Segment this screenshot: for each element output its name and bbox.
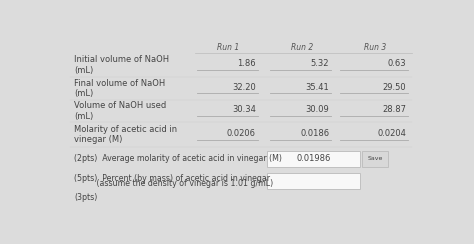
Text: 5.32: 5.32 xyxy=(311,60,329,69)
FancyBboxPatch shape xyxy=(267,173,360,189)
Text: (2pts)  Average molarity of acetic acid in vinegar (M): (2pts) Average molarity of acetic acid i… xyxy=(74,154,282,163)
Text: 30.09: 30.09 xyxy=(306,105,329,114)
Text: Run 3: Run 3 xyxy=(364,43,386,52)
FancyBboxPatch shape xyxy=(267,151,360,167)
Text: 35.41: 35.41 xyxy=(306,82,329,92)
Text: 28.87: 28.87 xyxy=(383,105,406,114)
Text: Save: Save xyxy=(367,156,383,162)
Text: Final volume of NaOH
(mL): Final volume of NaOH (mL) xyxy=(74,79,165,98)
Text: 29.50: 29.50 xyxy=(383,82,406,92)
Text: 32.20: 32.20 xyxy=(232,82,256,92)
Text: (5pts)  Percent (by mass) of acetic acid in vinegar: (5pts) Percent (by mass) of acetic acid … xyxy=(74,174,270,183)
Text: 1.86: 1.86 xyxy=(237,60,256,69)
FancyBboxPatch shape xyxy=(362,151,388,167)
Text: Run 1: Run 1 xyxy=(217,43,239,52)
Text: 0.0186: 0.0186 xyxy=(300,129,329,138)
Text: 0.0204: 0.0204 xyxy=(377,129,406,138)
Text: 30.34: 30.34 xyxy=(232,105,256,114)
Text: Volume of NaOH used
(mL): Volume of NaOH used (mL) xyxy=(74,101,166,121)
Text: Molarity of acetic acid in
vinegar (M): Molarity of acetic acid in vinegar (M) xyxy=(74,125,177,144)
Text: 0.0206: 0.0206 xyxy=(227,129,256,138)
Text: Run 2: Run 2 xyxy=(291,43,313,52)
Text: (assume the density of vinegar is 1.01 g/mL): (assume the density of vinegar is 1.01 g… xyxy=(74,179,273,188)
Text: Initial volume of NaOH
(mL): Initial volume of NaOH (mL) xyxy=(74,55,169,75)
Text: 0.63: 0.63 xyxy=(388,60,406,69)
Text: 0.01986: 0.01986 xyxy=(296,154,331,163)
Text: (3pts): (3pts) xyxy=(74,193,97,202)
